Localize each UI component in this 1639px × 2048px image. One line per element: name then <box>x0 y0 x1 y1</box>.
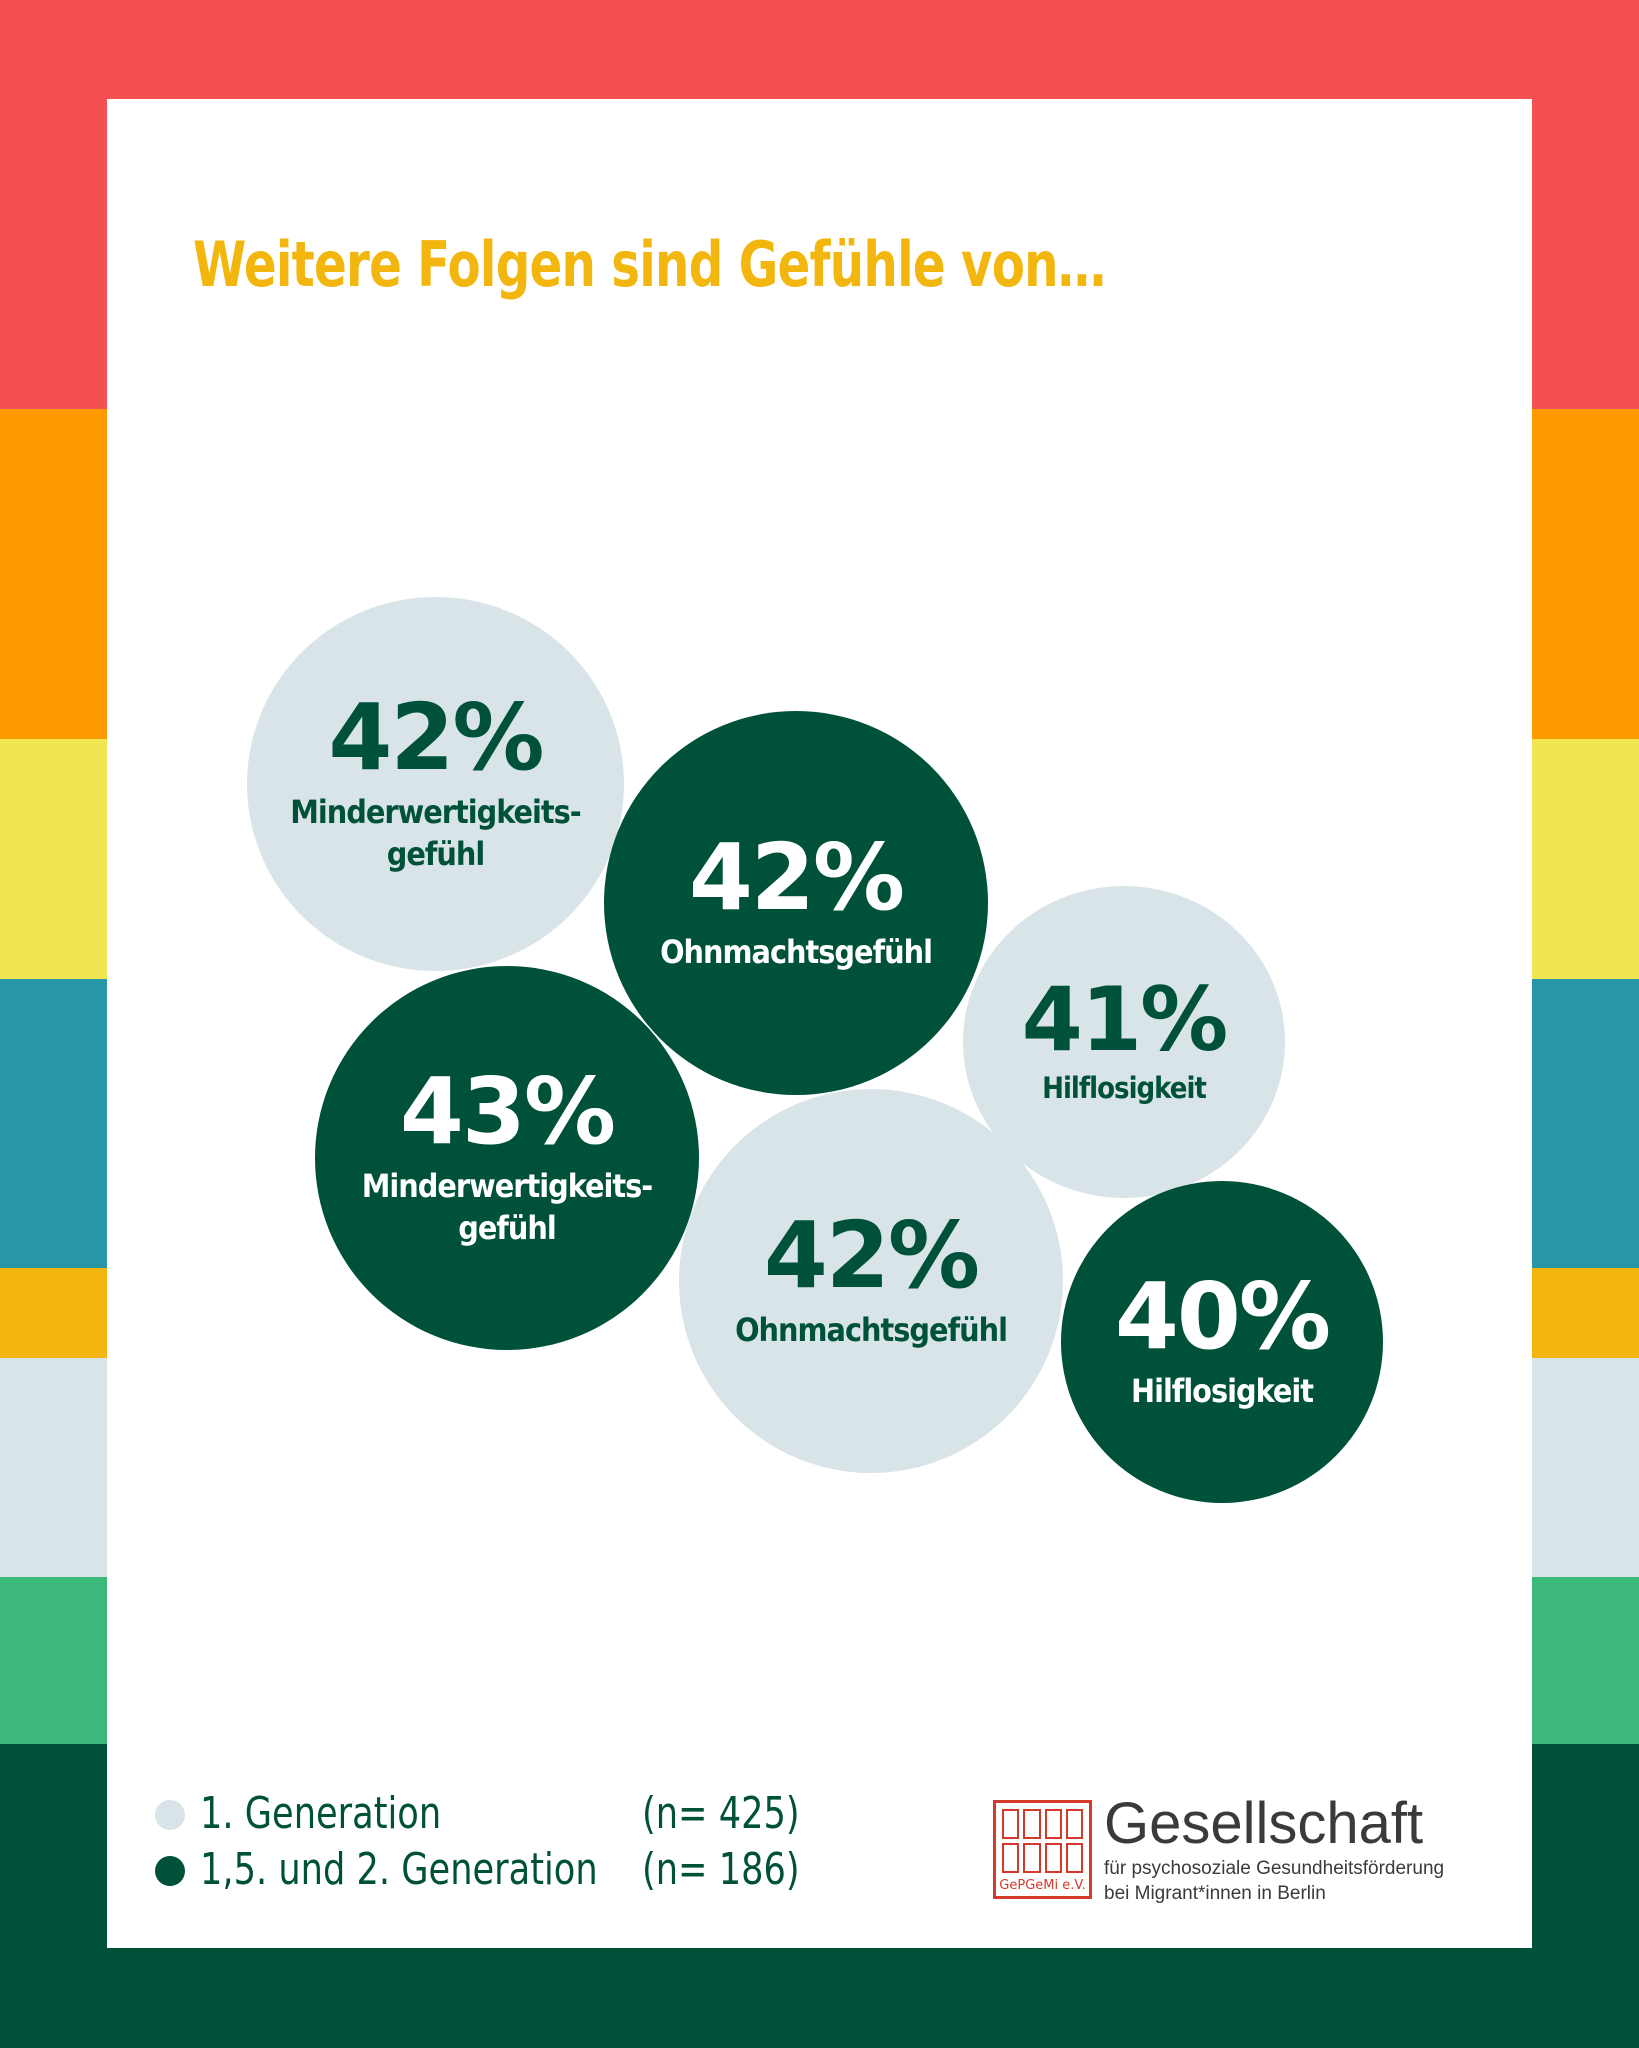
bubble-value: 40% <box>1114 1263 1331 1371</box>
bubble-value: 42% <box>763 1202 980 1310</box>
bubble-value: 42% <box>688 824 905 932</box>
org-subtitle-line-1: für psychosoziale Gesundheitsförderung <box>1104 1858 1445 1879</box>
bubble-hilflosigkeit-gen1: 41% Hilflosigkeit <box>963 886 1285 1198</box>
bubble-label-line-2: gefühl <box>386 835 486 873</box>
legend-dot-gen1 <box>155 1800 185 1830</box>
bubble-label-line-1: Minderwertigkeits- <box>361 1167 653 1206</box>
bubble-label: Minderwertigkeits- gefühl <box>361 1166 653 1249</box>
bubble-hilflosigkeit-gen2: 40% Hilflosigkeit <box>1061 1181 1383 1503</box>
bubble-ohnmacht-gen2: 42% Ohnmachtsgefühl <box>604 711 988 1095</box>
bubble-value: 42% <box>328 684 544 792</box>
legend-label-gen2: 1,5. und 2. Generation <box>200 1844 598 1895</box>
org-subtitle-line-2: bei Migrant*innen in Berlin <box>1104 1883 1326 1904</box>
seal-text: GePGeMi e.V. <box>999 1878 1086 1893</box>
bubble-value: 43% <box>399 1058 616 1166</box>
legend-dot-gen2 <box>155 1856 185 1886</box>
chart-title: Weitere Folgen sind Gefühle von… <box>193 228 1106 301</box>
legend-n-gen1: (n= 425) <box>642 1788 800 1839</box>
bubble-label: Hilflosigkeit <box>1042 1071 1207 1106</box>
bubble-label-line-1: Minderwertigkeits- <box>290 793 581 832</box>
bubble-label: Minderwertigkeits- gefühl <box>290 792 581 875</box>
legend-n-gen2: (n= 186) <box>642 1844 800 1895</box>
legend-label-gen1: 1. Generation <box>200 1788 442 1839</box>
org-name: Gesellschaft <box>1104 1791 1424 1856</box>
bubble-label: Ohnmachtsgefühl <box>735 1311 1008 1350</box>
bubble-label: Hilflosigkeit <box>1130 1372 1314 1411</box>
bubble-minderwertigkeit-gen2: 43% Minderwertigkeits- gefühl <box>315 966 699 1350</box>
bubble-minderwertigkeit-gen1: 42% Minderwertigkeits- gefühl <box>247 597 624 971</box>
bubble-value: 41% <box>1021 968 1229 1072</box>
bubble-label: Ohnmachtsgefühl <box>660 933 933 972</box>
bubble-label-line-2: gefühl <box>458 1209 557 1247</box>
bubble-ohnmacht-gen1: 42% Ohnmachtsgefühl <box>679 1089 1063 1473</box>
seal-stamp-icon: GePGeMi e.V. <box>993 1800 1092 1899</box>
